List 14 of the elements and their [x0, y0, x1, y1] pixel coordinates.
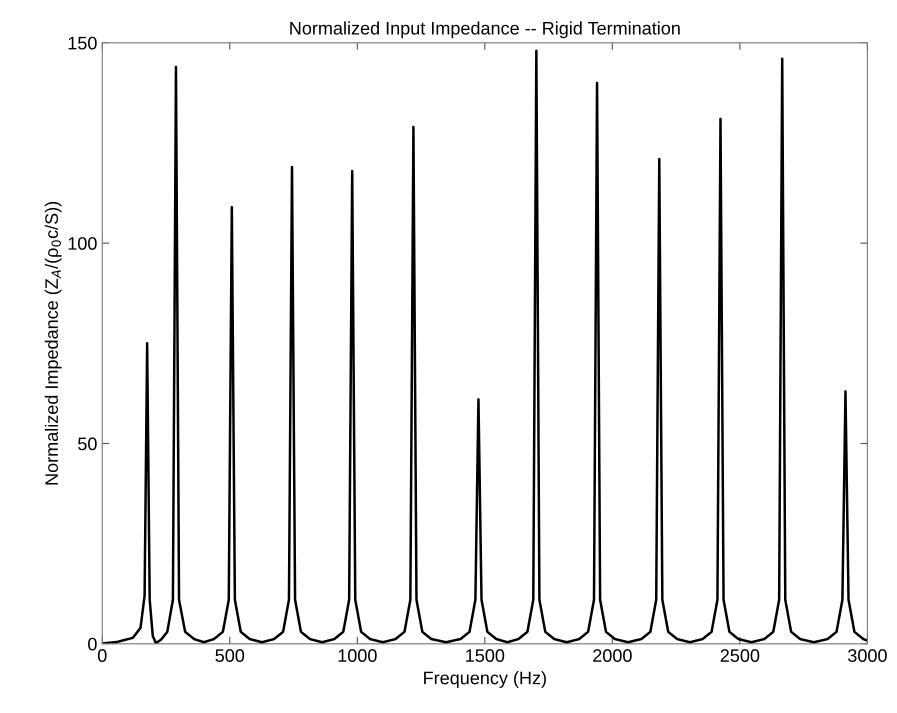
x-tick-label: 500	[215, 649, 244, 662]
x-tick-label: 1000	[338, 649, 377, 662]
chart-title: Normalized Input Impedance -- Rigid Termination	[290, 21, 680, 38]
y-tick-label: 100	[68, 237, 97, 250]
y-axis-title: Normalized Impedance (Z$_{A}$/(ρ$_{0}$c/S))	[44, 202, 62, 484]
x-tick-label: 0	[98, 649, 107, 662]
x-axis-title: Frequency (Hz)	[424, 671, 546, 688]
x-tick-label: 1500	[466, 649, 504, 662]
y-tick-label: 150	[68, 36, 97, 50]
x-tick-label: 2500	[720, 649, 760, 662]
y-tick-label: 50	[78, 437, 97, 450]
x-tick-label: 2000	[593, 649, 632, 662]
x-tick-label: 3000	[848, 649, 887, 662]
y-tick-label: 0	[88, 638, 97, 651]
